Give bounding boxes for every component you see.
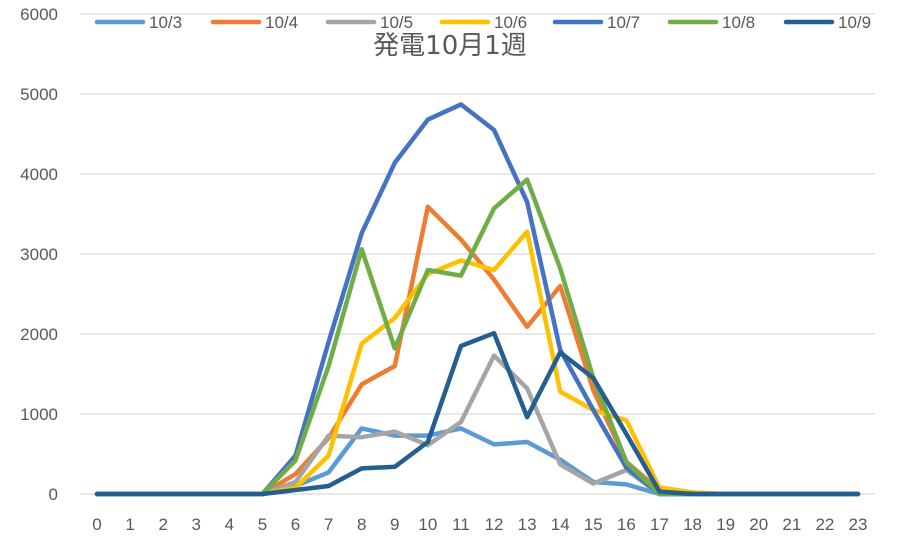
x-tick-label: 18 <box>683 515 702 534</box>
series-line-10-5 <box>94 353 861 497</box>
x-tick-label: 4 <box>225 515 234 534</box>
x-tick-label: 17 <box>650 515 669 534</box>
series-line-10-6 <box>94 229 861 497</box>
legend-label: 10/9 <box>838 13 871 32</box>
legend-label: 10/5 <box>380 13 413 32</box>
series-line-10-8 <box>94 177 861 497</box>
y-tick-label: 2000 <box>20 325 58 344</box>
x-tick-label: 8 <box>357 515 366 534</box>
y-tick-label: 1000 <box>20 405 58 424</box>
x-tick-label: 11 <box>452 515 470 534</box>
legend-label: 10/3 <box>149 13 182 32</box>
x-tick-label: 6 <box>291 515 300 534</box>
x-tick-label: 10 <box>418 515 437 534</box>
x-tick-label: 3 <box>192 515 201 534</box>
y-tick-label: 5000 <box>20 85 58 104</box>
x-tick-label: 20 <box>749 515 768 534</box>
x-tick-label: 5 <box>258 515 267 534</box>
x-tick-label: 12 <box>485 515 504 534</box>
y-tick-label: 3000 <box>20 245 58 264</box>
series-line-10-9 <box>94 330 861 497</box>
legend-label: 10/8 <box>722 13 755 32</box>
x-tick-label: 7 <box>324 515 333 534</box>
legend-label: 10/4 <box>265 13 298 32</box>
y-tick-label: 0 <box>49 485 58 504</box>
x-tick-label: 2 <box>158 515 167 534</box>
x-tick-label: 16 <box>617 515 636 534</box>
series-line-10-4 <box>94 204 861 497</box>
x-tick-label: 14 <box>551 515 570 534</box>
y-tick-label: 6000 <box>20 5 58 24</box>
x-tick-label: 15 <box>584 515 603 534</box>
x-tick-label: 21 <box>782 515 801 534</box>
x-tick-label: 9 <box>390 515 399 534</box>
y-tick-label: 4000 <box>20 165 58 184</box>
chart-title: 発電10月1週 <box>373 31 527 61</box>
x-tick-label: 1 <box>125 515 134 534</box>
x-tick-label: 23 <box>849 515 868 534</box>
series-line-10-3 <box>94 426 861 497</box>
x-tick-label: 0 <box>92 515 101 534</box>
legend-label: 10/6 <box>494 13 527 32</box>
legend-label: 10/7 <box>607 13 640 32</box>
x-tick-label: 13 <box>518 515 537 534</box>
x-tick-label: 19 <box>716 515 735 534</box>
x-tick-label: 22 <box>815 515 834 534</box>
